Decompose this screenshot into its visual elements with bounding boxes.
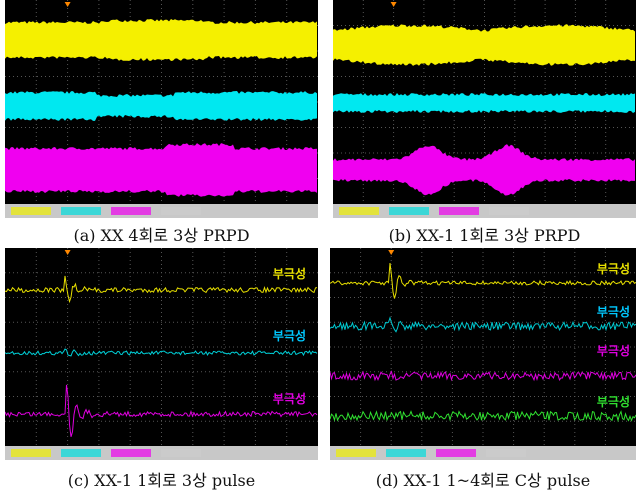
status-chip: [339, 207, 379, 215]
status-chip: [61, 207, 101, 215]
trigger-marker: [388, 250, 395, 255]
caption: (a) XX 4회로 3상 PRPD: [73, 226, 250, 245]
signal-band: [333, 144, 635, 196]
signal-band: [5, 91, 317, 121]
polarity-label: 부극성: [597, 305, 630, 319]
signal-trace: [330, 370, 636, 382]
signal-band: [5, 19, 317, 61]
caption: (c) XX-1 1회로 3상 pulse: [67, 471, 256, 490]
signal-trace: [5, 384, 318, 437]
signal-trace: [5, 348, 318, 357]
polarity-label: 부극성: [597, 344, 630, 358]
status-chip: [61, 449, 101, 457]
polarity-label: 부극성: [273, 329, 306, 343]
polarity-label: 부극성: [597, 395, 630, 409]
trigger-marker: [64, 250, 71, 255]
polarity-label: 부극성: [273, 267, 306, 281]
signal-trace: [330, 316, 636, 333]
signal-band: [333, 24, 635, 66]
status-chip: [489, 207, 529, 215]
signal-trace: [5, 275, 318, 304]
status-chip: [11, 207, 51, 215]
status-chip: [386, 449, 426, 457]
polarity-label: 부극성: [597, 262, 630, 276]
polarity-label: 부극성: [273, 392, 306, 406]
caption: (d) XX-1 1~4회로 C상 pulse: [375, 471, 591, 490]
signal-band: [333, 93, 635, 113]
status-chip: [161, 449, 201, 457]
status-chip: [336, 449, 376, 457]
status-chip: [11, 449, 51, 457]
status-chip: [389, 207, 429, 215]
status-chip: [439, 207, 479, 215]
signal-trace: [330, 263, 636, 299]
status-chip: [486, 449, 526, 457]
status-chip: [111, 207, 151, 215]
trigger-marker: [390, 2, 397, 7]
scope-screen: [5, 0, 318, 218]
scope-screen: [333, 0, 636, 218]
status-chip: [111, 449, 151, 457]
status-chip: [161, 207, 201, 215]
signal-band: [5, 143, 317, 197]
status-chip: [436, 449, 476, 457]
trigger-marker: [64, 2, 71, 7]
signal-trace: [330, 410, 636, 423]
caption: (b) XX-1 1회로 3상 PRPD: [388, 226, 581, 245]
